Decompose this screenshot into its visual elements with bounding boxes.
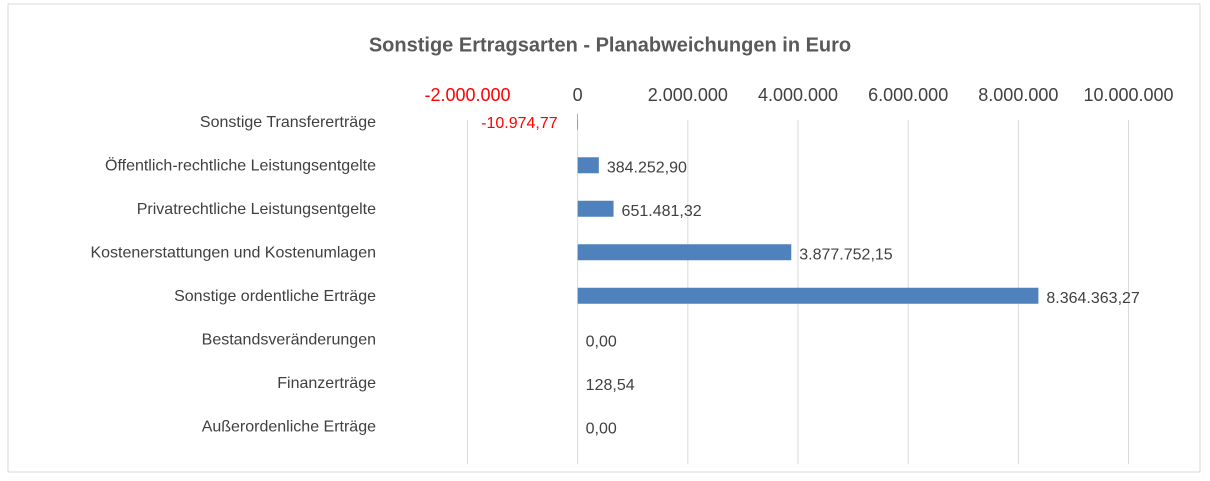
y-tick-label: Finanzerträge xyxy=(277,375,376,392)
data-label: 0,00 xyxy=(586,420,617,437)
y-tick-label: Kostenerstattungen und Kostenumlagen xyxy=(90,244,376,261)
y-tick-label: Sonstige Transfererträge xyxy=(200,114,376,131)
data-label: 384.252,90 xyxy=(607,159,687,176)
data-label: 3.877.752,15 xyxy=(799,246,893,263)
data-label: 0,00 xyxy=(586,333,617,350)
data-label: -10.974,77 xyxy=(481,115,558,132)
y-tick-label: Sonstige ordentliche Erträge xyxy=(174,288,376,305)
y-tick-label: Bestandsveränderungen xyxy=(202,331,376,348)
bar xyxy=(578,201,614,217)
bar xyxy=(578,244,792,260)
data-label: 128,54 xyxy=(586,377,635,394)
x-tick-label: 6.000.000 xyxy=(868,85,948,105)
chart-title: Sonstige Ertragsarten - Planabweichungen… xyxy=(369,34,851,56)
x-tick-label: 10.000.000 xyxy=(1083,85,1173,105)
data-label: 651.481,32 xyxy=(622,203,702,220)
x-tick-label: 0 xyxy=(573,85,583,105)
bar xyxy=(578,157,599,173)
x-tick-label: -2.000.000 xyxy=(424,85,510,105)
y-tick-label: Öffentlich-rechtliche Leistungsentgelte xyxy=(105,156,376,174)
y-tick-label: Privatrechtliche Leistungsentgelte xyxy=(137,201,376,218)
data-label: 8.364.363,27 xyxy=(1046,290,1140,307)
y-tick-label: Außerordenliche Erträge xyxy=(202,418,376,435)
bar xyxy=(577,114,578,130)
bar xyxy=(578,288,1039,304)
x-tick-label: 2.000.000 xyxy=(648,85,728,105)
x-tick-label: 8.000.000 xyxy=(978,85,1058,105)
chart-frame xyxy=(8,4,1200,472)
x-tick-label: 4.000.000 xyxy=(758,85,838,105)
